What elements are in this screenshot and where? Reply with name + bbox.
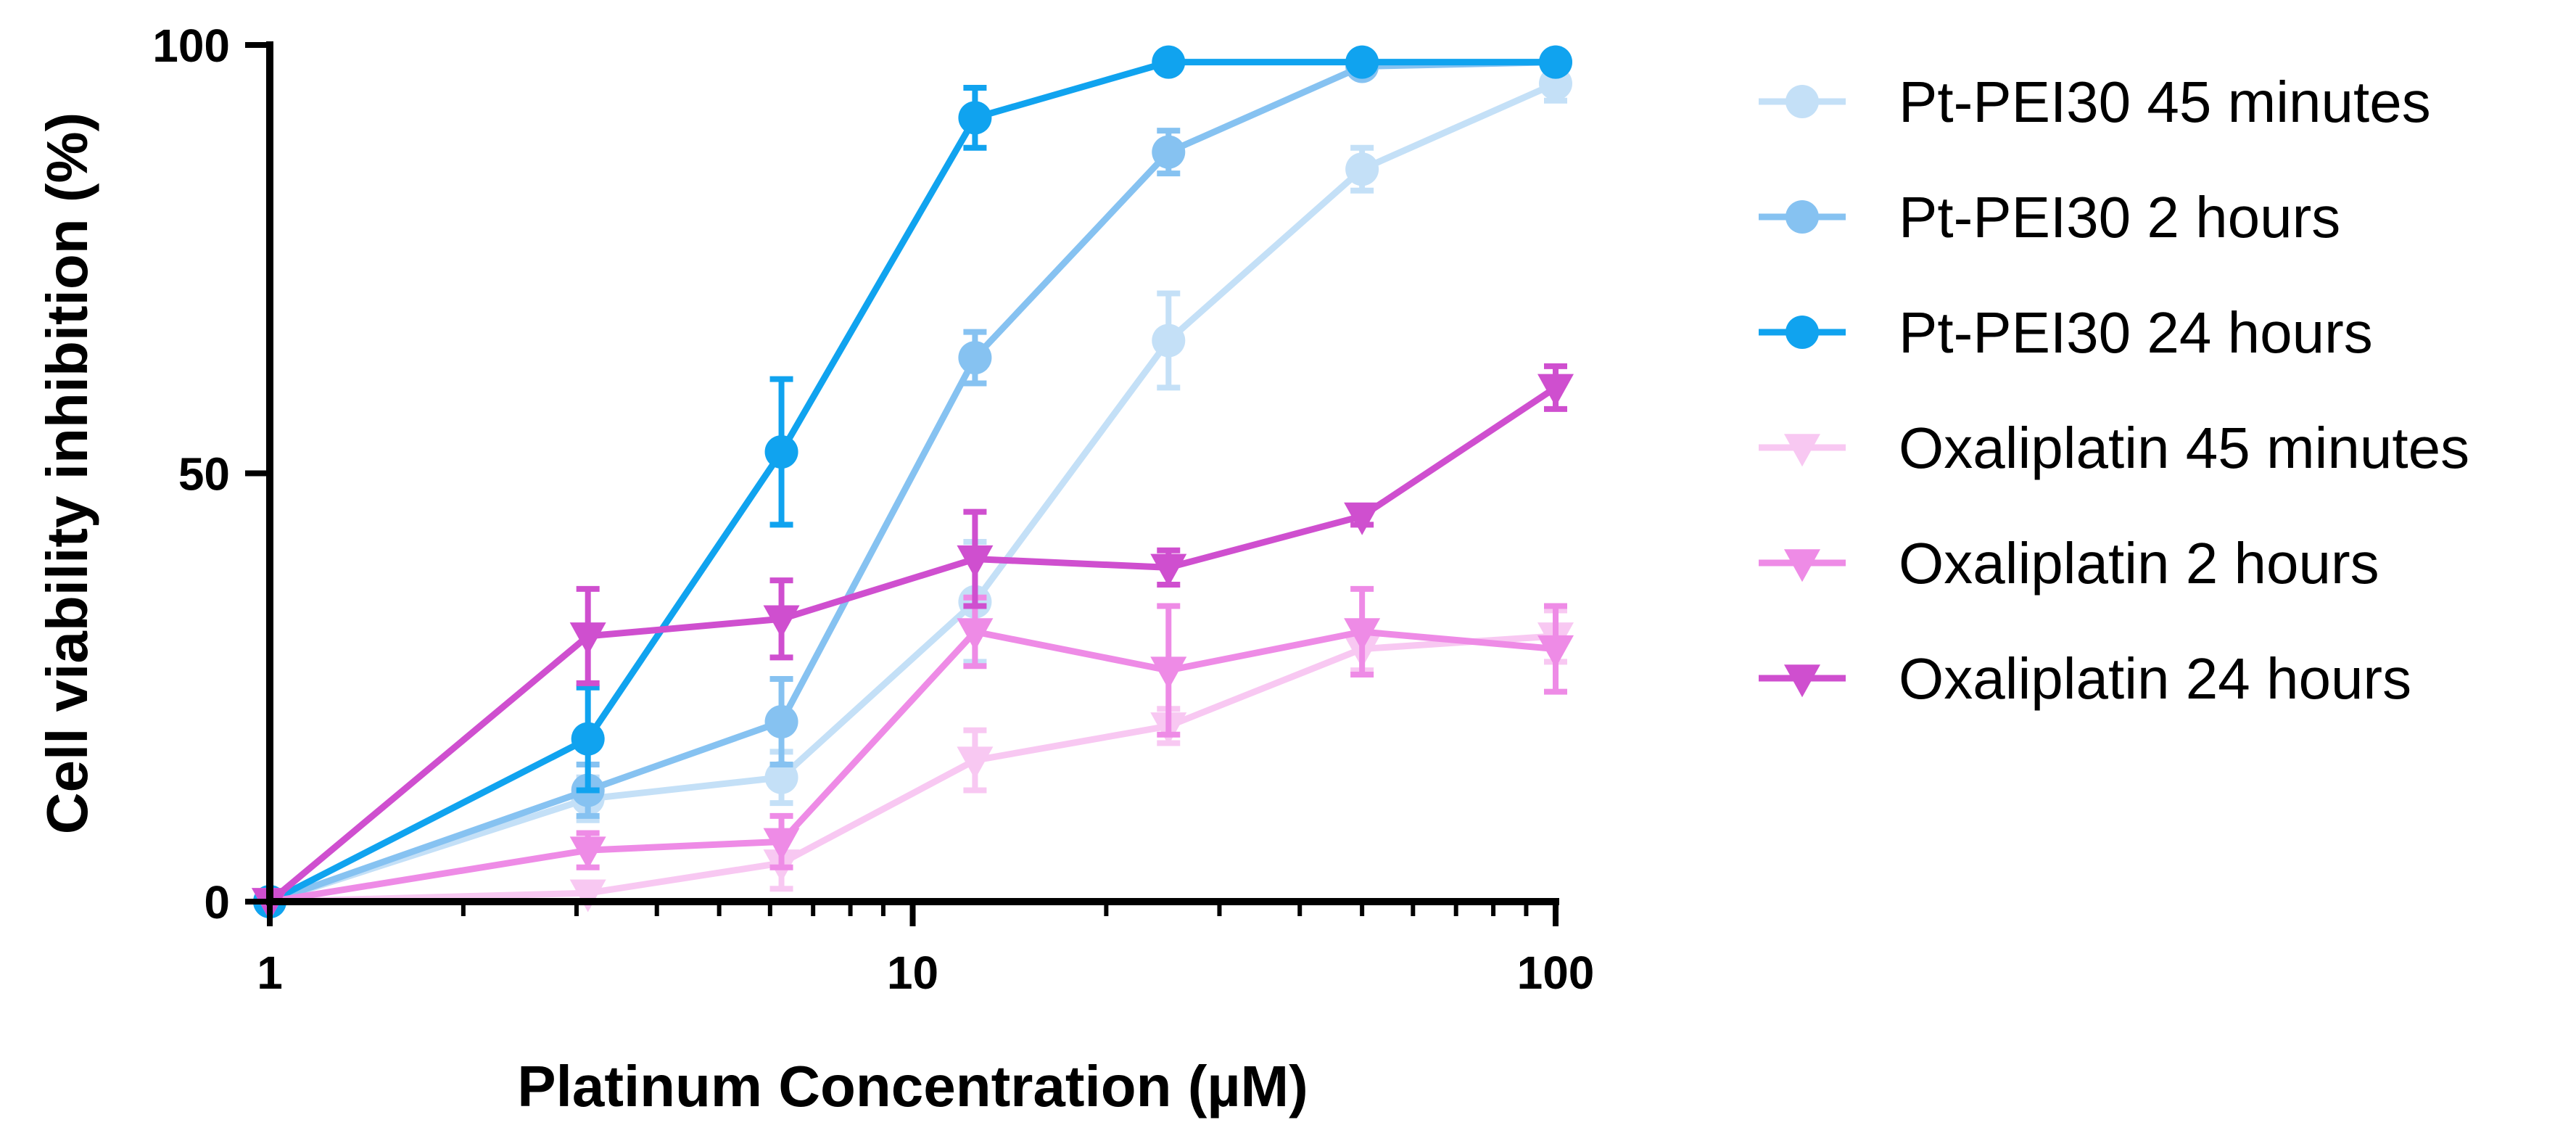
- x-tick-label: 100: [1517, 947, 1595, 999]
- data-point: [763, 828, 800, 861]
- data-point: [764, 704, 798, 738]
- legend-item: Pt-PEI30 45 minutes: [1759, 70, 2431, 134]
- x-tick-label: 10: [887, 947, 938, 999]
- legend-label: Oxaliplatin 45 minutes: [1899, 416, 2469, 480]
- y-tick-label: 100: [152, 20, 230, 72]
- data-layer: [252, 45, 1574, 921]
- legend-marker: [1786, 200, 1819, 234]
- data-point: [1344, 618, 1381, 651]
- y-tick-label: 50: [178, 448, 230, 501]
- data-point: [1537, 374, 1574, 407]
- data-point: [1345, 152, 1379, 186]
- legend-marker: [1784, 549, 1820, 582]
- data-point: [764, 760, 798, 794]
- series-3: [253, 45, 1572, 918]
- data-point: [958, 101, 992, 135]
- data-point: [1539, 45, 1572, 79]
- data-point: [1345, 45, 1379, 79]
- data-point: [957, 618, 994, 651]
- data-point: [1344, 502, 1381, 535]
- data-point: [1152, 45, 1186, 79]
- data-point: [957, 746, 994, 780]
- legend-item: Oxaliplatin 2 hours: [1759, 531, 2379, 596]
- legend-label: Pt-PEI30 2 hours: [1899, 185, 2340, 250]
- legend-item: Oxaliplatin 24 hours: [1759, 646, 2411, 711]
- data-point: [763, 605, 800, 638]
- legend-marker: [1784, 434, 1820, 467]
- x-tick-label: 1: [257, 947, 283, 999]
- legend-item: Oxaliplatin 45 minutes: [1759, 416, 2469, 480]
- legend-marker: [1784, 664, 1820, 698]
- x-axis-title: Platinum Concentration (µM): [517, 1054, 1308, 1119]
- legend-label: Pt-PEI30 45 minutes: [1899, 70, 2431, 134]
- data-point: [1152, 135, 1186, 169]
- data-point: [764, 434, 798, 469]
- data-point: [569, 622, 606, 656]
- axes: 1 10 100 0 50 100: [152, 20, 1594, 999]
- legend-label: Oxaliplatin 2 hours: [1899, 531, 2379, 596]
- legend-item: Pt-PEI30 2 hours: [1759, 185, 2340, 250]
- legend: Pt-PEI30 45 minutes Pt-PEI30 2 hours Pt-PE…: [1759, 70, 2469, 711]
- legend-item: Pt-PEI30 24 hours: [1759, 300, 2373, 365]
- data-point: [1537, 635, 1574, 668]
- legend-marker: [1786, 316, 1819, 349]
- data-point: [569, 879, 606, 913]
- data-point: [958, 341, 992, 375]
- legend-label: Pt-PEI30 24 hours: [1899, 300, 2373, 365]
- data-point: [571, 722, 605, 756]
- series-line: [268, 81, 1557, 905]
- y-axis-title: Cell viability inhibition (%): [35, 112, 99, 835]
- data-point: [957, 545, 994, 578]
- legend-label: Oxaliplatin 24 hours: [1899, 646, 2411, 711]
- legend-marker: [1786, 85, 1819, 118]
- data-point: [1152, 324, 1186, 358]
- data-point: [1150, 553, 1187, 587]
- data-point: [569, 836, 606, 870]
- y-tick-label: 0: [204, 876, 230, 928]
- data-point: [1150, 656, 1187, 690]
